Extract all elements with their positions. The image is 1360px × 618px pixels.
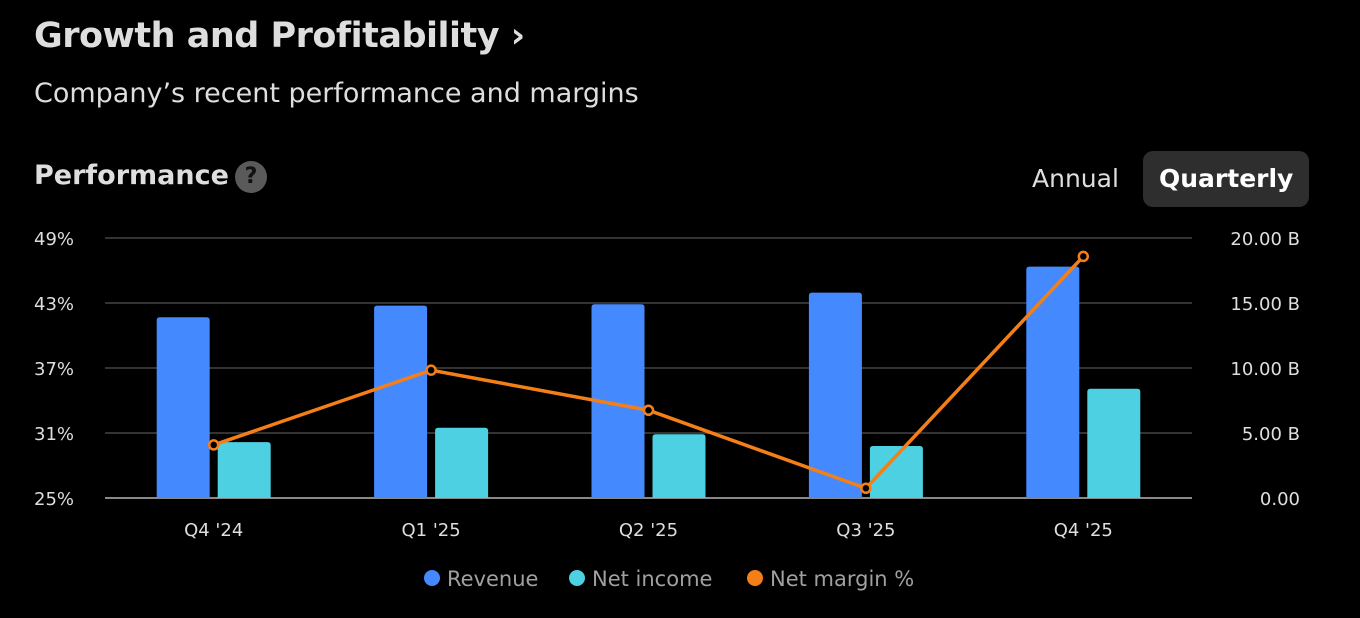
- x-axis-tick: Q2 '25: [619, 520, 678, 541]
- right-axis-tick: 15.00 B: [1230, 294, 1300, 315]
- net-income-bar: [217, 442, 271, 498]
- left-axis-tick: 37%: [34, 359, 74, 380]
- section-title: Performance: [34, 160, 229, 191]
- net-margin-point: [860, 482, 872, 494]
- x-axis-tick: Q1 '25: [401, 520, 460, 541]
- revenue-bar: [591, 304, 645, 498]
- legend-label: Net margin %: [770, 567, 914, 591]
- x-axis-tick: Q4 '25: [1054, 520, 1113, 541]
- page-subtitle: Company’s recent performance and margins: [34, 78, 639, 109]
- revenue-bar: [374, 305, 428, 498]
- page-title[interactable]: Growth and Profitability ›: [34, 16, 525, 56]
- right-axis-tick: 5.00 B: [1242, 424, 1300, 445]
- net-margin-point: [642, 404, 655, 416]
- left-axis-tick: 31%: [34, 424, 74, 445]
- net-margin-point: [425, 364, 437, 376]
- net-income-bar: [652, 434, 706, 498]
- net-margin-line: [213, 255, 1085, 491]
- right-axis-tick: 10.00 B: [1230, 359, 1300, 380]
- tab-quarterly[interactable]: Quarterly: [1143, 151, 1310, 207]
- legend-marker: [569, 570, 585, 586]
- x-axis-tick: Q4 '24: [184, 520, 243, 541]
- left-axis-tick: 43%: [34, 294, 74, 315]
- net-margin-point: [1077, 250, 1090, 263]
- left-axis-tick: 25%: [34, 489, 74, 510]
- tab-annual[interactable]: Annual: [1032, 164, 1119, 193]
- revenue-bar: [808, 292, 862, 498]
- right-axis-tick: 20.00 B: [1230, 229, 1300, 250]
- legend-label: Revenue: [447, 567, 538, 591]
- legend-label: Net income: [592, 567, 712, 591]
- net-margin-point: [207, 439, 220, 451]
- legend-marker: [424, 570, 440, 586]
- net-income-bar: [869, 446, 923, 498]
- net-income-bar: [1087, 388, 1141, 498]
- legend-marker: [747, 570, 763, 586]
- right-axis-tick: 0.00: [1260, 489, 1300, 510]
- left-axis-tick: 49%: [34, 229, 74, 250]
- x-axis-tick: Q3 '25: [836, 520, 895, 541]
- revenue-bar: [1026, 266, 1080, 498]
- help-icon[interactable]: ?: [235, 161, 267, 193]
- revenue-bar: [156, 317, 210, 498]
- net-income-bar: [435, 427, 489, 498]
